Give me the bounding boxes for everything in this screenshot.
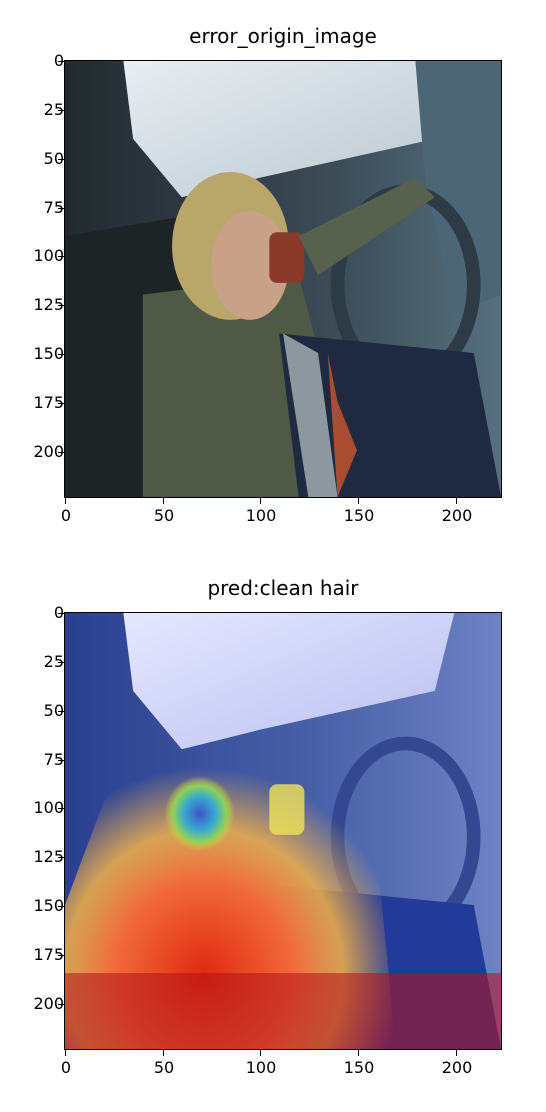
y-tick-label: 75 bbox=[43, 198, 64, 217]
y-tick-label: 200 bbox=[33, 994, 64, 1013]
y-tick-label: 175 bbox=[33, 945, 64, 964]
x-tick-label: 100 bbox=[245, 1058, 277, 1077]
heatmap-plot-area bbox=[64, 612, 502, 1050]
y-tick-label: 125 bbox=[33, 847, 64, 866]
gradcam-heatmap-overlay bbox=[65, 613, 501, 1049]
chart-title: error_origin_image bbox=[189, 24, 377, 48]
x-tick-label: 100 bbox=[245, 506, 277, 525]
image-plot-area bbox=[64, 60, 502, 498]
y-tick-label: 175 bbox=[33, 393, 64, 412]
y-tick-label: 50 bbox=[43, 149, 64, 168]
y-tick-label: 125 bbox=[33, 295, 64, 314]
y-tick-label: 150 bbox=[33, 896, 64, 915]
y-tick-label: 0 bbox=[54, 53, 64, 69]
x-tick-label: 50 bbox=[153, 1058, 175, 1077]
y-tick-label: 200 bbox=[33, 442, 64, 461]
x-tick-label: 150 bbox=[343, 506, 375, 525]
chart-panel-heatmap: pred:clean hair bbox=[0, 576, 546, 1096]
y-tick-label: 100 bbox=[33, 246, 64, 265]
y-tick-label: 0 bbox=[54, 605, 64, 621]
x-tick-label: 0 bbox=[60, 1058, 72, 1077]
x-tick-label: 50 bbox=[153, 506, 175, 525]
y-tick-label: 150 bbox=[33, 344, 64, 363]
x-tick-label: 200 bbox=[441, 1058, 473, 1077]
chart-title: pred:clean hair bbox=[207, 576, 359, 600]
x-tick-label: 0 bbox=[60, 506, 72, 525]
y-tick-label: 50 bbox=[43, 701, 64, 720]
y-tick-label: 100 bbox=[33, 798, 64, 817]
chart-panel-original: error_origin_image bbox=[0, 24, 546, 544]
x-tick-label: 150 bbox=[343, 1058, 375, 1077]
y-tick-label: 25 bbox=[43, 652, 64, 671]
y-tick-label: 25 bbox=[43, 100, 64, 119]
x-tick-label: 200 bbox=[441, 506, 473, 525]
car-interior-photo bbox=[65, 61, 501, 497]
y-tick-label: 75 bbox=[43, 750, 64, 769]
